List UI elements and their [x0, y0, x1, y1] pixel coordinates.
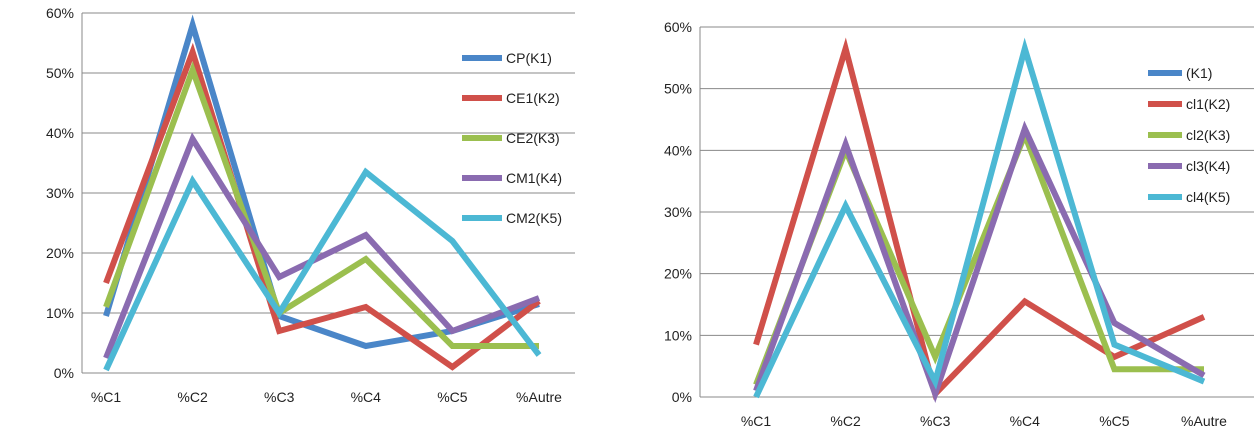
legend-label: cl1(K2) [1186, 96, 1230, 112]
y-tick-label: 60% [664, 19, 692, 35]
x-tick-label: %C3 [920, 413, 951, 429]
x-tick-label: %C4 [1010, 413, 1041, 429]
y-tick-label: 0% [672, 389, 692, 405]
x-tick-label: %C1 [741, 413, 772, 429]
x-tick-label: %C5 [1099, 413, 1130, 429]
legend-label: (K1) [1186, 65, 1212, 81]
legend-label: CE1(K2) [506, 90, 560, 106]
x-tick-label: %C2 [830, 413, 861, 429]
legend-label: cl4(K5) [1186, 189, 1230, 205]
y-tick-label: 20% [46, 245, 74, 261]
x-tick-label: %C5 [437, 389, 468, 405]
chart-2: 0% 10% 20% 30% 40% 50% 60% %C1 %C2 %C3 %C4 %C5 %Autr… [664, 19, 1254, 429]
x-tick-label: %Autre [516, 389, 562, 405]
x-tick-label: %C4 [351, 389, 382, 405]
y-tick-label: 10% [46, 305, 74, 321]
legend-label: cl3(K4) [1186, 158, 1230, 174]
series-line [103, 167, 542, 372]
series-line [103, 42, 541, 371]
y-tick-label: 50% [664, 81, 692, 97]
y-tick-label: 30% [46, 185, 74, 201]
series-line [753, 37, 1206, 399]
legend-label: CP(K1) [506, 50, 552, 66]
x-tick-label: %Autre [1181, 413, 1227, 429]
series-line [103, 132, 541, 360]
legend-label: cl2(K3) [1186, 127, 1230, 143]
x-tick-label: %C2 [177, 389, 208, 405]
x-tick-label: %C3 [264, 389, 295, 405]
y-tick-label: 10% [664, 327, 692, 343]
y-tick-label: 0% [54, 365, 74, 381]
chart-1: 0% 10% 20% 30% 40% 50% 60% %C1 %C2 %C3 %C4 %C5 %Autr… [46, 5, 575, 405]
series-line [753, 120, 1206, 404]
y-tick-label: 20% [664, 266, 692, 282]
y-tick-label: 50% [46, 65, 74, 81]
x-tick-label: %C1 [91, 389, 122, 405]
y-tick-label: 40% [46, 125, 74, 141]
y-tick-label: 60% [46, 5, 74, 21]
y-tick-label: 40% [664, 142, 692, 158]
legend-label: CE2(K3) [506, 130, 560, 146]
legend-label: CM2(K5) [506, 210, 562, 226]
legend-label: CM1(K4) [506, 170, 562, 186]
series-line [103, 61, 539, 349]
y-tick-label: 30% [664, 204, 692, 220]
